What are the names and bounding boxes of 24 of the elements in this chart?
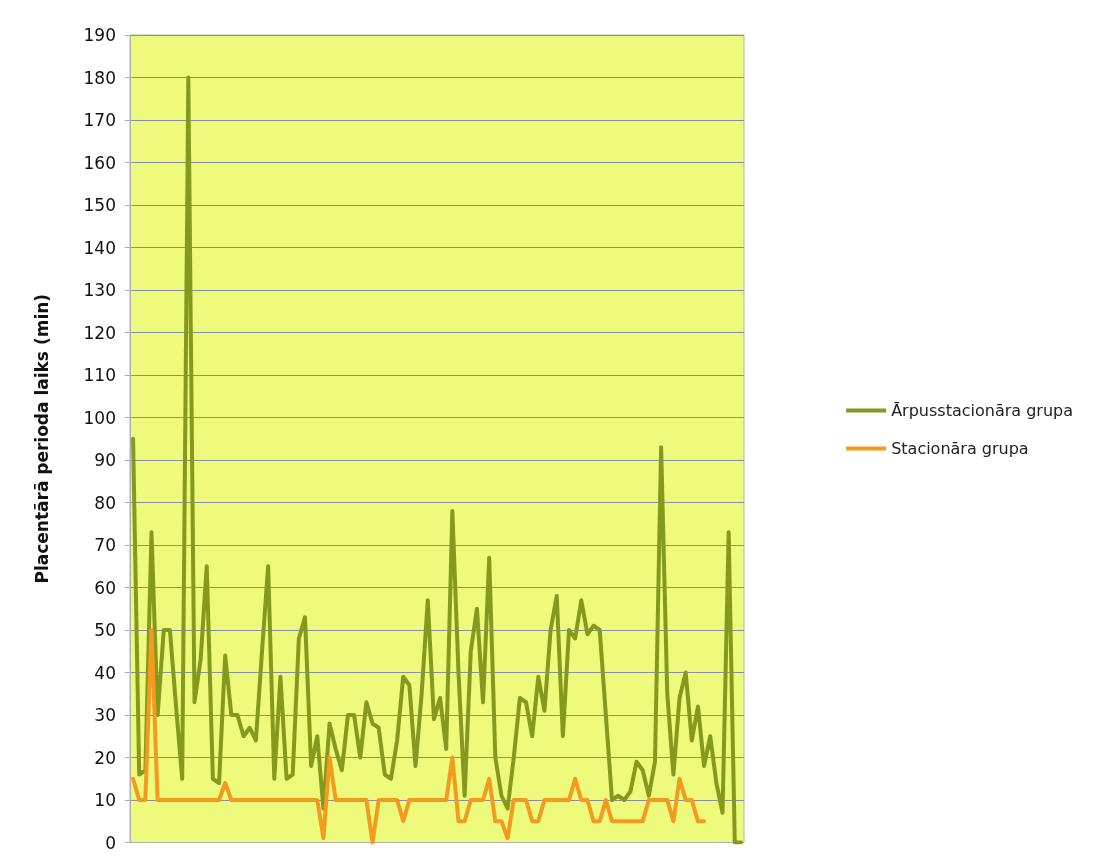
y-tick-label: 40 (94, 662, 116, 683)
y-tick-label: 30 (94, 705, 116, 725)
y-tick-label: 10 (94, 790, 116, 810)
y-tick-label: 120 (83, 322, 116, 343)
y-tick-label: 170 (83, 110, 116, 130)
y-axis-title: Placentārā perioda laiks (min) (31, 293, 52, 584)
legend-label: Ārpusstacionāra grupa (891, 401, 1074, 420)
y-tick-label: 60 (94, 577, 116, 598)
y-tick-label: 80 (94, 492, 116, 513)
y-tick-label: 110 (83, 365, 116, 385)
y-tick-label: 130 (83, 280, 116, 300)
y-tick-label: 70 (94, 535, 116, 555)
y-tick-label: 50 (94, 620, 116, 640)
y-tick-label: 180 (83, 67, 116, 88)
y-tick-label: 100 (83, 407, 116, 428)
line-series (131, 628, 707, 845)
y-tick-label: 90 (94, 450, 116, 470)
y-tick-label: 160 (83, 152, 116, 173)
y-tick-label: 150 (83, 195, 116, 215)
y-tick-label: 140 (83, 237, 116, 258)
y-tick-label: 0 (105, 832, 116, 853)
legend-label: Stacionāra grupa (891, 439, 1029, 458)
y-tick-label: 190 (83, 25, 116, 45)
y-tick-label: 20 (94, 747, 116, 768)
